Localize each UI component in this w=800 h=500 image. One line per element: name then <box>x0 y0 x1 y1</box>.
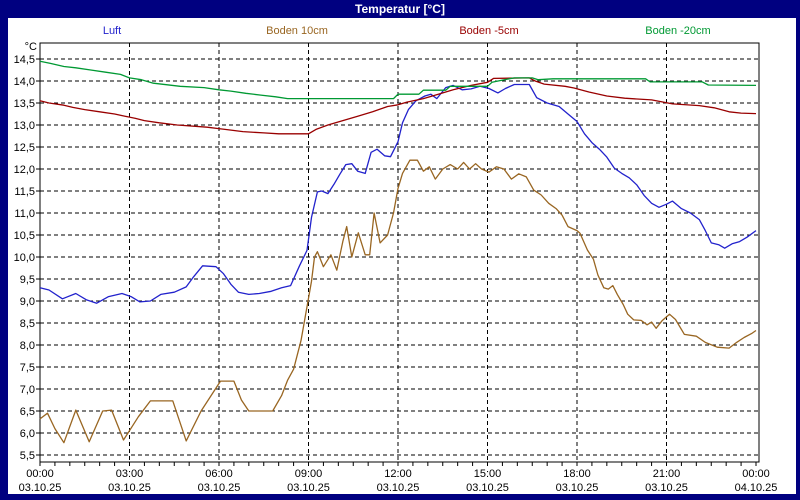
y-tick-label: 6,5 <box>20 406 35 418</box>
series-line-luft <box>39 83 757 304</box>
x-tick-date-label: 03.10.25 <box>287 482 330 494</box>
y-tick-label: 11,5 <box>14 186 35 198</box>
y-tick-label: 11,0 <box>14 208 35 220</box>
x-tick-time-label: 00:00 <box>26 468 54 480</box>
x-tick-date-label: 03.10.25 <box>556 482 599 494</box>
legend-item-boden-5cm: Boden -5cm <box>459 25 519 37</box>
series-line-boden-10cm <box>39 159 757 444</box>
y-tick-label: 14,5 <box>14 54 35 66</box>
y-tick-label: 14,0 <box>14 76 35 88</box>
y-tick-label: 5,5 <box>20 450 35 462</box>
x-tick-date-label: 04.10.25 <box>735 482 778 494</box>
y-tick-label: 13,0 <box>14 120 35 132</box>
x-tick-date-label: 03.10.25 <box>198 482 241 494</box>
x-tick-time-label: 21:00 <box>653 468 681 480</box>
y-tick-label: 9,0 <box>20 296 35 308</box>
series-line-boden-5cm <box>39 77 757 135</box>
legend-item-luft: Luft <box>102 25 122 37</box>
x-tick-time-label: 06:00 <box>205 468 233 480</box>
x-tick-time-label: 12:00 <box>384 468 412 480</box>
x-tick-time-label: 15:00 <box>474 468 502 480</box>
series-line-boden-20cm <box>39 60 757 100</box>
y-tick-label: 12,0 <box>14 164 35 176</box>
legend-item-boden-20cm: Boden -20cm <box>645 25 711 37</box>
x-tick-time-label: 18:00 <box>563 468 591 480</box>
x-tick-time-label: 00:00 <box>742 468 770 480</box>
y-tick-label: 6,0 <box>20 428 35 440</box>
y-tick-label: 13,5 <box>14 98 35 110</box>
y-tick-label: 8,5 <box>20 318 35 330</box>
x-tick-date-label: 03.10.25 <box>108 482 151 494</box>
x-tick-date-label: 03.10.25 <box>645 482 688 494</box>
y-tick-label: 10,0 <box>14 252 35 264</box>
plot-border <box>39 42 760 463</box>
y-tick-label: 8,0 <box>20 340 35 352</box>
y-tick-label: 7,5 <box>20 362 35 374</box>
legend-item-boden-10cm: Boden 10cm <box>266 25 328 37</box>
y-tick-label: 9,5 <box>20 274 35 286</box>
y-tick-label: 12,5 <box>14 142 35 154</box>
y-tick-label: 7,0 <box>20 384 35 396</box>
x-tick-date-label: 03.10.25 <box>466 482 509 494</box>
x-tick-date-label: 03.10.25 <box>377 482 420 494</box>
chart-title: Temperatur [°C] <box>355 2 445 16</box>
y-tick-label: 10,5 <box>14 230 35 242</box>
y-axis-unit-label: °C <box>25 41 37 53</box>
x-tick-date-label: 03.10.25 <box>19 482 62 494</box>
x-tick-time-label: 09:00 <box>295 468 323 480</box>
x-tick-time-label: 03:00 <box>116 468 144 480</box>
title-bar: Temperatur [°C] <box>0 0 800 18</box>
